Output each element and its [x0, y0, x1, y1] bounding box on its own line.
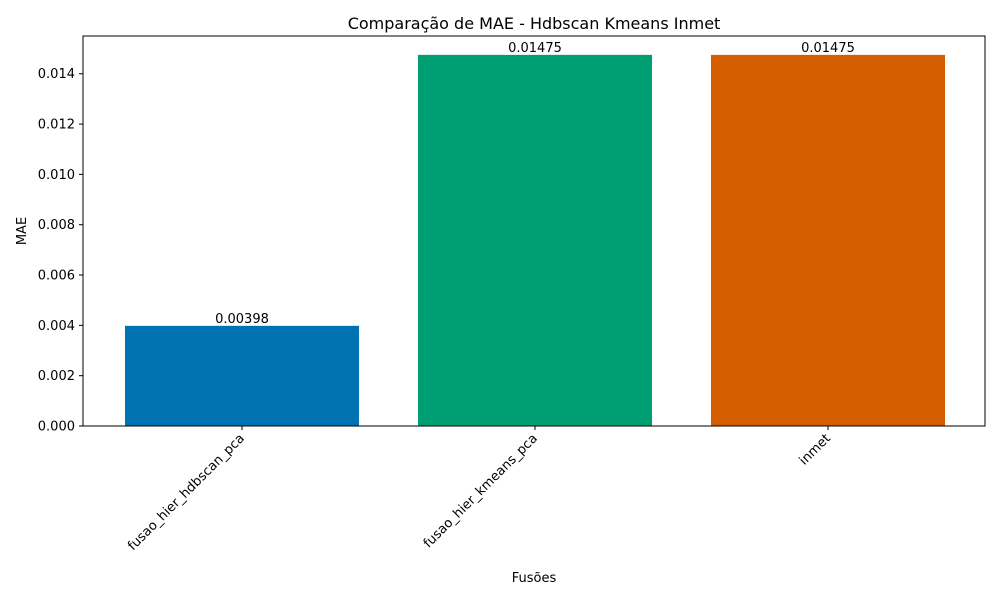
y-tick-label: 0.000 — [38, 420, 75, 435]
bar — [711, 54, 945, 426]
y-tick-label: 0.004 — [38, 319, 75, 334]
y-axis-label: MAE — [15, 217, 30, 245]
x-tick-label: inmet — [797, 431, 834, 468]
plot-area: 0.000 0.002 0.004 0.006 0.008 0.010 0.012 0.014… — [38, 41, 945, 554]
y-tick-label: 0.014 — [38, 67, 75, 82]
bar-value-label: 0.00398 — [215, 312, 269, 327]
bar-value-label: 0.01475 — [801, 41, 855, 56]
x-tick-label: fusao_hier_hdbscan_pca — [125, 431, 248, 554]
bar — [418, 54, 652, 426]
plot-frame — [82, 35, 986, 427]
x-axis-label: Fusões — [512, 571, 557, 586]
y-tick-label: 0.006 — [38, 269, 75, 284]
x-tick-label: fusao_hier_kmeans_pca — [421, 431, 541, 551]
y-tick-label: 0.012 — [38, 118, 75, 133]
y-tick-label: 0.002 — [38, 369, 75, 384]
chart-title: Comparação de MAE - Hdbscan Kmeans Inmet — [348, 14, 721, 33]
y-tick-label: 0.008 — [38, 218, 75, 233]
bar-value-label: 0.01475 — [508, 41, 562, 56]
y-tick-label: 0.010 — [38, 168, 75, 183]
bar — [125, 325, 359, 426]
